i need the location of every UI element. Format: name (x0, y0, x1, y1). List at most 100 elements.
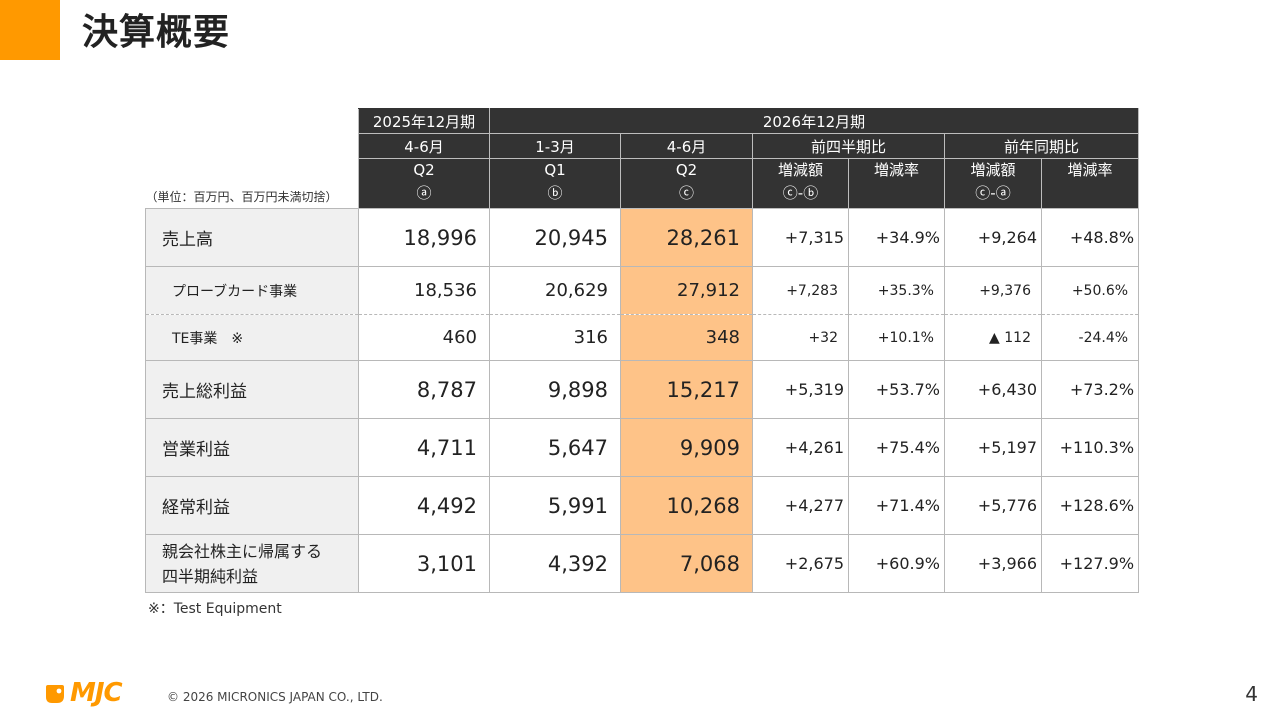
header-q-a: Q2 ⓐ (358, 158, 490, 209)
row-label: 親会社株主に帰属する 四半期純利益 (145, 534, 359, 593)
value-c: 7,068 (620, 534, 753, 593)
qoq-amount: +7,315 (752, 208, 849, 267)
header-yoy-rate: 増減率 (1040, 158, 1140, 209)
value-a: 18,536 (358, 266, 490, 315)
qoq-rate: +35.3% (848, 266, 945, 315)
qoq-rate: +34.9% (848, 208, 945, 267)
header-row-period: 4-6月 1-3月 4-6月 前四半期比 前年同期比 (146, 133, 1140, 159)
header-q-c: Q2 ⓒ (620, 158, 753, 209)
value-a: 3,101 (358, 534, 490, 593)
header-qoq: 前四半期比 (752, 133, 945, 159)
qoq-amount: +5,319 (752, 360, 849, 419)
value-b: 9,898 (489, 360, 621, 419)
header-yoy-amount: 増減額 ⓒ-ⓐ (944, 158, 1042, 209)
table-row: 営業利益 4,711 5,647 9,909 +4,261 +75.4% +5,… (145, 418, 1140, 477)
header-q-c-label: Q2 (675, 161, 698, 179)
header-period-a: 4-6月 (358, 133, 490, 159)
value-a: 4,711 (358, 418, 490, 477)
row-label: 売上総利益 (145, 360, 359, 419)
header-qoq-amount: 増減額 ⓒ-ⓑ (752, 158, 849, 209)
qoq-rate: +71.4% (848, 476, 945, 535)
value-c: 10,268 (620, 476, 753, 535)
header-qoq-amount-label: 増減額 (777, 161, 823, 179)
yoy-amount: +9,376 (944, 266, 1042, 315)
page-title: 決算概要 (82, 12, 231, 53)
yoy-rate: +50.6% (1040, 266, 1140, 315)
row-label-line1: 親会社株主に帰属する (162, 541, 323, 561)
qoq-rate: +60.9% (848, 534, 945, 593)
yoy-amount: +3,966 (944, 534, 1042, 593)
row-label-line2: 四半期純利益 (162, 566, 259, 586)
table-row: 売上総利益 8,787 9,898 15,217 +5,319 +53.7% +… (145, 360, 1140, 419)
qoq-amount: +4,277 (752, 476, 849, 535)
row-label: TE事業 ※ (145, 314, 359, 361)
yoy-amount: +5,776 (944, 476, 1042, 535)
yoy-amount: +5,197 (944, 418, 1042, 477)
qoq-rate: +75.4% (848, 418, 945, 477)
header-period-b: 1-3月 (489, 133, 621, 159)
header-yoy: 前年同期比 (943, 133, 1140, 159)
row-label: プローブカード事業 (145, 266, 359, 315)
table-row: TE事業 ※ 460 316 348 +32 +10.1% ▲ 112 -24.… (145, 314, 1140, 361)
header-q-a-label: Q2 (413, 161, 435, 179)
logo-text: MJC (70, 678, 123, 708)
header-mark-c: ⓒ (678, 184, 694, 202)
qoq-amount: +7,283 (752, 266, 849, 315)
value-b: 5,991 (489, 476, 621, 535)
yoy-rate: +110.3% (1040, 418, 1140, 477)
yoy-amount: +6,430 (944, 360, 1042, 419)
row-label: 営業利益 (145, 418, 359, 477)
logo-mark-icon (46, 685, 64, 703)
table-row: 経常利益 4,492 5,991 10,268 +4,277 +71.4% +5… (145, 476, 1140, 535)
header-q-b: Q1 ⓑ (489, 158, 621, 209)
yoy-rate: +48.8% (1040, 208, 1140, 267)
table-row: 親会社株主に帰属する 四半期純利益 3,101 4,392 7,068 +2,67… (145, 534, 1140, 593)
unit-note: （単位：百万円、百万円未満切捨） (145, 190, 338, 204)
table-row: プローブカード事業 18,536 20,629 27,912 +7,283 +3… (145, 266, 1140, 315)
header-fy2025: 2025年12月期 (358, 108, 490, 134)
value-a: 18,996 (358, 208, 490, 267)
header-qoq-formula: ⓒ-ⓑ (782, 184, 819, 202)
header-qoq-rate: 増減率 (848, 158, 945, 209)
page-number: 4 (1245, 682, 1258, 706)
header-yoy-amount-label: 増減額 (970, 161, 1016, 179)
row-label: 経常利益 (145, 476, 359, 535)
value-c: 27,912 (620, 266, 753, 315)
footnote: ※：Test Equipment (148, 601, 282, 617)
value-b: 20,945 (489, 208, 621, 267)
yoy-amount: ▲ 112 (944, 314, 1042, 361)
qoq-amount: +2,675 (752, 534, 849, 593)
value-a: 460 (358, 314, 490, 361)
value-c: 348 (620, 314, 753, 361)
value-c: 28,261 (620, 208, 753, 267)
header-q-b-label: Q1 (544, 161, 566, 179)
yoy-rate: +127.9% (1040, 534, 1140, 593)
value-b: 316 (489, 314, 621, 361)
header-row-quarter: （単位：百万円、百万円未満切捨） Q2 ⓐ Q1 ⓑ Q2 ⓒ 増減額 ⓒ-ⓑ 増減率 … (145, 158, 1140, 209)
value-b: 5,647 (489, 418, 621, 477)
value-b: 20,629 (489, 266, 621, 315)
header-row-fiscal-year: 2025年12月期 2026年12月期 (146, 108, 1140, 134)
table-row: 売上高 18,996 20,945 28,261 +7,315 +34.9% +… (145, 208, 1140, 267)
yoy-rate: -24.4% (1040, 314, 1140, 361)
row-label: 売上高 (145, 208, 359, 267)
value-c: 15,217 (620, 360, 753, 419)
value-a: 8,787 (358, 360, 490, 419)
qoq-amount: +32 (752, 314, 849, 361)
qoq-amount: +4,261 (752, 418, 849, 477)
header-mark-b: ⓑ (547, 184, 563, 202)
qoq-rate: +10.1% (848, 314, 945, 361)
company-logo: MJC (44, 678, 140, 708)
qoq-rate: +53.7% (848, 360, 945, 419)
financial-summary-table: 2025年12月期 2026年12月期 4-6月 1-3月 4-6月 前四半期比… (145, 108, 1140, 593)
title-accent-block (0, 0, 60, 60)
yoy-rate: +73.2% (1040, 360, 1140, 419)
header-period-c: 4-6月 (620, 133, 753, 159)
header-yoy-formula: ⓒ-ⓐ (975, 184, 1011, 202)
yoy-amount: +9,264 (944, 208, 1042, 267)
value-a: 4,492 (358, 476, 490, 535)
header-mark-a: ⓐ (416, 184, 432, 202)
yoy-rate: +128.6% (1040, 476, 1140, 535)
value-c: 9,909 (620, 418, 753, 477)
header-fy2026: 2026年12月期 (488, 108, 1140, 134)
